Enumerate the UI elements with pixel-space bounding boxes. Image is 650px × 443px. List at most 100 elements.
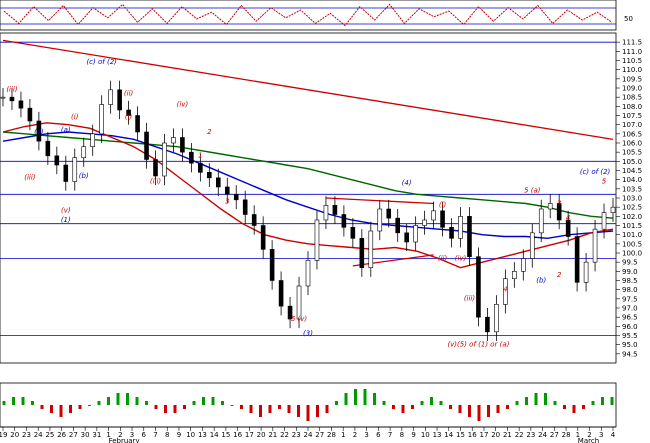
oscillator-tick-label: 50 (624, 15, 633, 23)
x-tick-label: 14 (444, 431, 453, 439)
y-tick-label: 104.0 (622, 176, 642, 184)
y-tick-label: 102.5 (622, 204, 642, 212)
y-tick-label: 105.5 (622, 149, 642, 157)
y-tick-label: 96.5 (622, 314, 638, 322)
x-tick-label: 24 (34, 431, 43, 439)
y-tick-label: 110.0 (622, 66, 642, 74)
candle-body (135, 115, 140, 133)
wave-label: 5 (v) (291, 315, 308, 323)
histogram-bar (468, 405, 471, 417)
candle-body (0, 96, 6, 99)
histogram-panel (0, 382, 617, 428)
y-tick-label: 111.0 (622, 48, 642, 56)
y-tick-label: 98.5 (622, 277, 638, 285)
candle-body (341, 214, 347, 228)
candle-body (314, 219, 320, 261)
x-tick-label: 24 (304, 431, 313, 439)
wave-label: (1) (61, 216, 71, 224)
histogram-bar (544, 393, 547, 405)
candle-body (45, 140, 51, 157)
candle-body (368, 230, 374, 268)
candle-body (565, 219, 571, 237)
y-tick-label: 108.5 (622, 94, 642, 102)
moving-average (2, 122, 614, 269)
y-tick-label: 109.0 (622, 85, 642, 93)
wave-label: 3 (225, 198, 229, 206)
x-tick-label: 20 (257, 431, 266, 439)
y-tick-label: 106.0 (622, 140, 642, 148)
price-panel: (c) of (2)(iii) (ii)(iv)(i) (i)(a)(v)(iii)… (0, 32, 642, 364)
oscillator-panel: 50 (0, 0, 633, 31)
candle-body (422, 219, 427, 226)
candle-body (162, 142, 167, 177)
candle-body (153, 159, 158, 177)
wave-label: 4 (503, 286, 507, 294)
wave-label: 1 (198, 152, 202, 160)
x-tick-label: 15 (456, 431, 465, 439)
x-tick-label: 4 (611, 431, 616, 439)
histogram-bar (563, 405, 566, 409)
y-tick-label: 101.0 (622, 231, 642, 239)
x-tick-label: 21 (503, 431, 512, 439)
wave-label: (iii) (24, 174, 36, 182)
y-tick-label: 99.5 (622, 259, 638, 267)
histogram-bar (316, 405, 319, 417)
y-tick-label: 95.0 (622, 341, 638, 349)
candle-body (547, 203, 553, 210)
y-tick-label: 102.0 (622, 213, 642, 221)
candle-body (386, 208, 392, 219)
month-label: February (109, 437, 140, 443)
histogram-bar (202, 397, 205, 405)
y-tick-label: 110.5 (622, 57, 642, 65)
histogram-bar (31, 401, 34, 405)
histogram-bar (50, 405, 53, 413)
candle-body (332, 205, 338, 215)
x-tick-label: 9 (177, 431, 181, 439)
x-tick-label: 1 (106, 431, 110, 439)
histogram-bar (601, 397, 604, 405)
candle-body (260, 225, 266, 250)
histogram-bar (154, 405, 158, 409)
x-tick-label: 13 (433, 431, 442, 439)
candle-body (287, 305, 293, 320)
candle-body (171, 137, 176, 144)
histogram-bar (135, 397, 139, 405)
histogram-bar (363, 389, 367, 405)
histogram-bar (12, 397, 15, 405)
histogram-bar (591, 401, 595, 405)
x-tick-label: 3 (599, 431, 603, 439)
x-tick-label: 20 (491, 431, 500, 439)
histogram-bar (392, 405, 395, 409)
x-tick-label: 27 (315, 431, 324, 439)
month-label: March (578, 437, 599, 443)
histogram-bar (297, 405, 300, 417)
candle-body (215, 177, 221, 188)
y-tick-label: 104.5 (622, 167, 642, 175)
wave-label: (iii) (150, 177, 162, 185)
candle-body (350, 227, 356, 239)
candle-body (54, 155, 60, 166)
histogram-bar (240, 405, 243, 409)
histogram-bar (525, 397, 528, 405)
candle-body (323, 205, 329, 221)
candle-body (485, 316, 490, 333)
wave-label: (b) (79, 172, 89, 180)
x-tick-label: 23 (292, 431, 301, 439)
y-tick-label: 105.0 (622, 158, 642, 166)
wave-label: 3 (557, 199, 561, 207)
histogram-bar (145, 401, 148, 405)
candle-body (198, 162, 203, 173)
candle-body (494, 304, 499, 333)
candle-body (467, 216, 472, 257)
x-tick-label: 8 (165, 431, 169, 439)
candle-body (431, 210, 436, 221)
candle-body (404, 232, 409, 243)
candle-body (278, 280, 284, 307)
wave-label: 2 (207, 128, 212, 136)
histogram-bar (192, 401, 196, 405)
histogram-bar (2, 401, 6, 405)
y-tick-label: 99.0 (622, 268, 638, 276)
candle-body (180, 137, 185, 153)
x-tick-label: 30 (81, 431, 90, 439)
